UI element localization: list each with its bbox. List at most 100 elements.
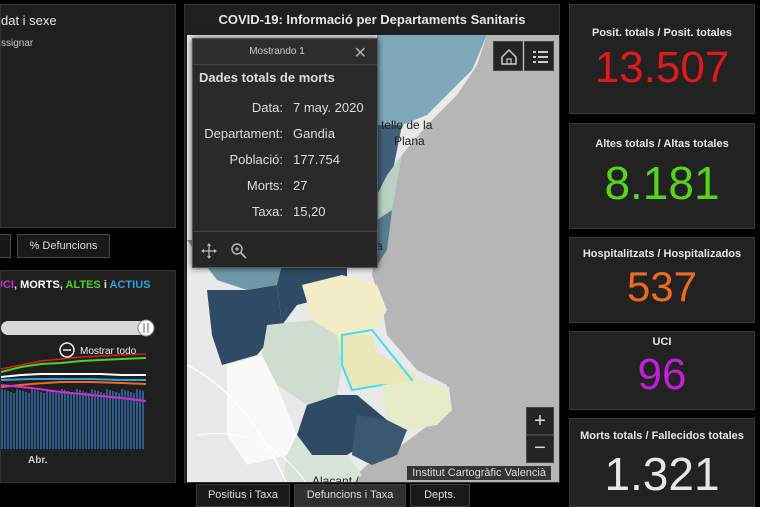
active-bar xyxy=(49,390,51,449)
active-bar xyxy=(109,390,111,449)
stat-value-morts: 1.321 xyxy=(604,448,720,500)
active-bar xyxy=(115,392,117,449)
stat-card-morts: Morts totals / Fallecidos totales 1.321 xyxy=(569,418,755,507)
stat-card-hospitalitzats: Hospitalitzats / Hospitalizados 537 xyxy=(569,237,755,323)
evolution-chart-panel: UCI, MORTS, ALTES i ACTIUS Mostrar todo … xyxy=(0,270,176,483)
age-sex-panel: dat i sexe ssignar xyxy=(0,4,176,228)
active-bar xyxy=(97,391,99,449)
map-label-alacant: Alacant / xyxy=(312,474,359,483)
active-bar xyxy=(31,389,33,449)
zoom-out-button[interactable]: − xyxy=(526,435,554,463)
close-icon[interactable]: ✕ xyxy=(353,45,367,62)
tab-defuncions-taxa[interactable]: Defuncions i Taxa xyxy=(294,484,406,507)
active-bar xyxy=(55,392,57,449)
chart-legend: UCI, MORTS, ALTES i ACTIUS xyxy=(1,279,151,291)
stat-value-positius: 13.507 xyxy=(594,43,730,92)
series-actius-line xyxy=(1,378,146,381)
feature-popup: Mostrando 1 ✕ Dades totals de morts Data… xyxy=(192,38,378,268)
time-slider-handle[interactable] xyxy=(137,319,155,337)
popup-row-value: 27 xyxy=(293,178,308,193)
active-bar xyxy=(16,389,18,449)
active-bar xyxy=(79,390,81,449)
zoom-to-icon[interactable] xyxy=(229,241,249,261)
map-attribution: Institut Cartogràfic Valencià xyxy=(407,466,551,480)
active-bar xyxy=(82,391,84,449)
stat-value-uci: 96 xyxy=(637,350,687,399)
active-bar xyxy=(112,391,114,449)
active-bar xyxy=(130,392,132,449)
popup-row-key: Data: xyxy=(251,100,283,115)
age-sex-title: dat i sexe xyxy=(1,13,57,28)
active-bar xyxy=(13,393,15,449)
popup-row-value: 177.754 xyxy=(293,152,340,167)
series-red-line xyxy=(1,353,147,370)
active-bar xyxy=(61,389,63,449)
legend-sep: i xyxy=(100,279,110,291)
popup-row-value: 7 may. 2020 xyxy=(293,100,364,115)
active-bar xyxy=(19,390,21,449)
active-bar xyxy=(1,389,3,449)
stat-value-altes: 8.181 xyxy=(604,157,720,209)
active-bar xyxy=(94,390,96,449)
legend-sep: , xyxy=(13,279,21,291)
active-bar xyxy=(10,392,12,449)
stat-label: Posit. totals / Posit. totales xyxy=(592,27,732,39)
active-bar xyxy=(127,391,129,449)
stat-label: Altes totals / Altas totales xyxy=(595,138,729,150)
map-label-castello: tello de la xyxy=(381,118,433,132)
time-slider-track[interactable] xyxy=(1,321,149,335)
tab-depts[interactable]: Depts. xyxy=(410,484,470,507)
popup-header: Mostrando 1 ✕ xyxy=(193,39,377,65)
active-bar xyxy=(64,390,66,449)
active-bar xyxy=(7,391,9,449)
active-bar xyxy=(133,393,135,449)
map-label-plana: Plana xyxy=(394,134,425,148)
series-morts-line xyxy=(1,373,146,378)
home-icon xyxy=(501,48,517,65)
legend-actius: ACTIUS xyxy=(109,279,151,291)
legend-morts: MORTS xyxy=(20,279,60,291)
active-bar xyxy=(118,393,120,449)
move-icon[interactable] xyxy=(199,241,219,261)
zoom-out-icon[interactable] xyxy=(59,342,75,358)
popup-row-key: Morts: xyxy=(246,178,283,193)
active-bar xyxy=(139,390,141,449)
show-all-button[interactable]: Mostrar todo xyxy=(80,346,137,357)
active-bar xyxy=(46,389,48,449)
active-bar xyxy=(91,389,93,449)
active-bars xyxy=(1,389,144,449)
active-bar xyxy=(73,393,75,449)
stat-card-altes: Altes totals / Altas totales 8.181 xyxy=(569,123,755,229)
popup-title: Dades totals de morts xyxy=(199,70,335,85)
tab-positius-taxa[interactable]: Positius i Taxa xyxy=(196,484,290,507)
popup-row-key: Població: xyxy=(229,152,283,167)
stat-label: Morts totals / Fallecidos totales xyxy=(580,430,744,442)
series-hosp-line xyxy=(1,381,147,388)
popup-row-key: Taxa: xyxy=(251,204,283,219)
stat-label: UCI xyxy=(652,336,672,348)
active-bar xyxy=(40,392,42,449)
map-title: COVID-19: Informació per Departaments Sa… xyxy=(218,12,526,27)
active-bar xyxy=(76,389,78,449)
active-bar xyxy=(28,393,30,449)
tab-left-partial[interactable] xyxy=(0,234,11,258)
legend-sep: , xyxy=(59,279,66,291)
map-label-valencia: a xyxy=(376,239,383,253)
stat-card-positius: Posit. totals / Posit. totales 13.507 xyxy=(569,4,755,114)
age-sex-subtitle: ssignar xyxy=(1,38,34,49)
active-bar xyxy=(103,393,105,449)
active-bar xyxy=(52,391,54,449)
x-tick-label: Abr. xyxy=(28,455,48,466)
popup-row-value: 15,20 xyxy=(293,204,326,219)
zoom-in-button[interactable]: + xyxy=(526,407,554,435)
evolution-chart: Mostrar todo Abr. xyxy=(1,319,155,466)
legend-uci: UCI xyxy=(1,279,14,291)
active-bar xyxy=(4,390,6,449)
active-bar xyxy=(88,393,90,449)
tab-defuncions-percent[interactable]: % Defuncions xyxy=(17,234,110,258)
active-bar xyxy=(34,390,36,449)
home-button[interactable] xyxy=(493,41,523,71)
popup-footer xyxy=(193,231,377,267)
legend-list-button[interactable] xyxy=(524,41,554,71)
popup-counter: Mostrando 1 xyxy=(249,46,305,57)
